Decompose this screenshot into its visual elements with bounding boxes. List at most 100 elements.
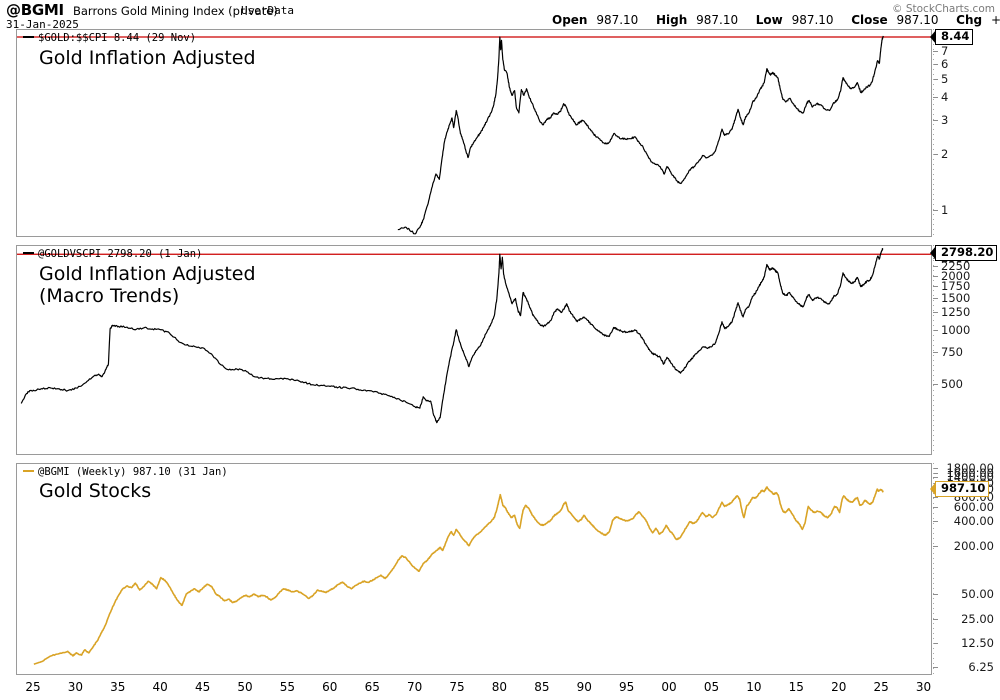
legend-line-icon: [23, 252, 34, 254]
close-label: Close: [851, 13, 888, 27]
x-tick-label: 25: [873, 680, 889, 694]
y-tick-mark: [933, 351, 938, 353]
y-tick-mark: [933, 642, 938, 644]
x-tick-label: 50: [237, 680, 253, 694]
open-label: Open: [552, 13, 588, 27]
plot-area-3: [33, 486, 884, 666]
y-tick-mark: [933, 78, 938, 80]
y-tick-label: 4: [941, 90, 949, 104]
x-tick-label: 60: [322, 680, 338, 694]
y-tick-mark: [933, 120, 938, 122]
change-label: Chg: [956, 13, 983, 27]
legend-line-icon: [23, 470, 34, 472]
y-tick-mark: [933, 275, 938, 277]
y-tick-mark: [933, 667, 938, 669]
legend-text: @BGMI (Weekly) 987.10 (31 Jan): [38, 466, 228, 478]
panel-gold-stocks[interactable]: @BGMI (Weekly) 987.10 (31 Jan) Gold Stoc…: [16, 463, 932, 675]
x-tick-label: 40: [152, 680, 168, 694]
legend-text: $GOLD:$$CPI 8.44 (29 Nov): [38, 32, 197, 44]
open-value: 987.10: [596, 13, 639, 27]
plot-area-2: [17, 247, 931, 424]
low-label: Low: [755, 13, 783, 27]
y-tick-label: 2000: [941, 268, 971, 283]
x-tick-label: 85: [534, 680, 550, 694]
x-tick-label: 75: [449, 680, 465, 694]
y-tick-label: 2250: [941, 259, 971, 274]
change-value: +17.10 (+1.76%): [990, 13, 1000, 27]
panel-gold-inflation-adjusted[interactable]: $GOLD:$$CPI 8.44 (29 Nov) Gold Inflation…: [16, 29, 932, 237]
x-tick-label: 90: [576, 680, 592, 694]
x-tick-label: 30: [67, 680, 83, 694]
y-tick-label: 50.00: [961, 587, 994, 602]
x-tick-label: 15: [788, 680, 804, 694]
y-tick-label: 1600.00: [946, 465, 994, 480]
high-label: High: [655, 13, 688, 27]
legend-panel-2: @GOLDVSCPI 2798.20 (1 Jan): [23, 248, 202, 260]
low-value: 987.10: [791, 13, 834, 27]
y-axis-minor-ticks: [933, 463, 934, 675]
x-tick-label: 45: [194, 680, 211, 694]
y-tick-mark: [933, 521, 938, 523]
stockcharts-watermark: © StockCharts.com: [892, 3, 995, 15]
close-value: 987.10: [896, 13, 939, 27]
y-tick-label: 1500: [941, 290, 971, 305]
y-tick-label: 200.00: [953, 538, 994, 553]
legend-text: @GOLDVSCPI 2798.20 (1 Jan): [38, 248, 203, 260]
ticker-symbol: @BGMI: [6, 1, 64, 19]
x-tick-label: 95: [619, 680, 635, 694]
x-tick-label: 30: [915, 680, 932, 694]
x-tick-label: 35: [110, 680, 126, 694]
y-tick-mark: [933, 618, 938, 620]
y-tick-label: 2: [941, 146, 949, 161]
y-tick-mark: [933, 210, 938, 212]
price-line: [33, 486, 884, 666]
y-tick-label: 25.00: [961, 611, 994, 626]
legend-panel-1: $GOLD:$$CPI 8.44 (29 Nov): [23, 32, 196, 44]
chart-date: 31-Jan-2025: [6, 18, 79, 31]
y-tick-label: 7: [941, 44, 949, 59]
y-tick-label: 1000: [941, 322, 971, 337]
y-tick-label: 1800.00: [946, 461, 994, 476]
current-value-flag: 2798.20: [935, 245, 998, 261]
y-axis-minor-ticks: [933, 29, 934, 237]
panel-2-title: Gold Inflation Adjusted (Macro Trends): [39, 263, 256, 307]
legend-panel-3: @BGMI (Weekly) 987.10 (31 Jan): [23, 466, 228, 478]
data-source-label: UserData: [241, 4, 294, 17]
x-tick-label: 05: [703, 680, 720, 694]
y-tick-label: 400.00: [953, 514, 994, 529]
x-tick-label: 00: [661, 680, 677, 694]
y-tick-mark: [933, 468, 938, 470]
y-tick-label: 6.25: [968, 660, 994, 675]
panel-gold-inflation-adjusted-macro[interactable]: @GOLDVSCPI 2798.20 (1 Jan) Gold Inflatio…: [16, 245, 932, 455]
y-tick-label: 3: [941, 113, 949, 128]
y-tick-mark: [933, 477, 938, 479]
y-tick-mark: [933, 153, 938, 155]
instrument-name: Barrons Gold Mining Index (private): [73, 4, 278, 18]
x-tick-label: 10: [746, 680, 762, 694]
current-value-flag: 8.44: [935, 29, 974, 45]
y-tick-mark: [933, 329, 938, 331]
y-tick-mark: [933, 266, 938, 268]
y-tick-mark: [933, 51, 938, 53]
x-tick-label: 20: [831, 680, 847, 694]
y-axis-panel-2: 25002250200017501500125010007505002798.2…: [933, 245, 1000, 455]
x-tick-label: 80: [491, 680, 508, 694]
y-tick-mark: [933, 63, 938, 65]
y-tick-label: 5: [941, 71, 949, 86]
panel-2-title-line2: (Macro Trends): [39, 285, 180, 307]
y-axis-panel-3: 1800.001600.001400.001200.001000.00800.0…: [933, 461, 1000, 675]
y-tick-label: 750: [941, 344, 963, 359]
plot-area-1: [17, 35, 931, 235]
y-tick-mark: [933, 472, 938, 474]
x-axis: 25 30 35 40 45 50 55 60 65 70 75 80 85 90 95 00 05 10 15 20…: [16, 676, 932, 700]
x-tick-label: 25: [25, 680, 41, 694]
y-tick-mark: [933, 285, 938, 287]
y-tick-mark: [933, 506, 938, 508]
x-tick-label: 70: [406, 680, 423, 694]
legend-line-icon: [23, 36, 34, 38]
y-tick-label: 600.00: [953, 499, 994, 514]
y-tick-mark: [933, 97, 938, 98]
y-tick-mark: [933, 312, 938, 314]
y-tick-mark: [933, 297, 938, 299]
